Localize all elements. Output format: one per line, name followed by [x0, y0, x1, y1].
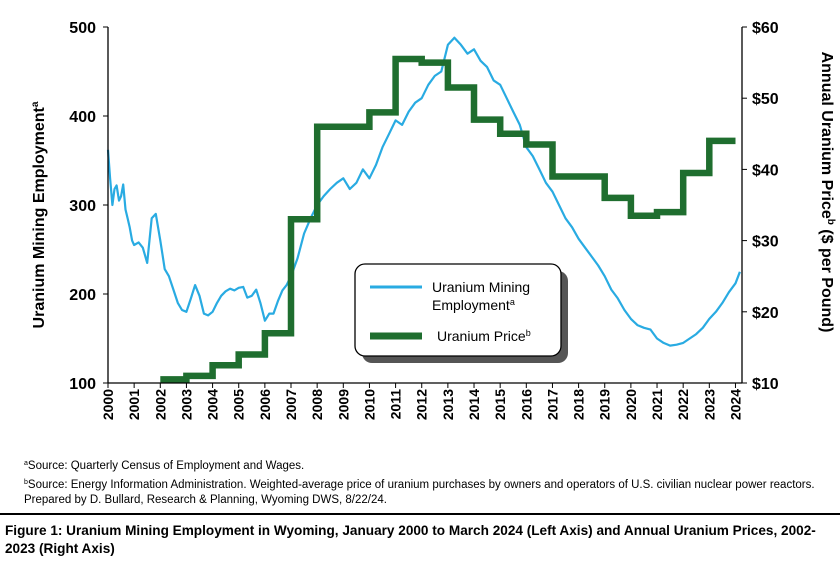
figure-caption: Figure 1: Uranium Mining Employment in W…	[5, 523, 816, 556]
caption-divider	[0, 513, 840, 515]
x-tick-label: 2002	[152, 389, 168, 420]
x-tick-label: 2022	[675, 389, 691, 420]
x-tick-label: 2021	[649, 389, 665, 420]
right-axis-title: Annual Uranium Priceb ($ per Pound)	[818, 52, 836, 333]
x-tick-label: 2013	[440, 389, 456, 420]
x-tick-label: 2009	[335, 389, 351, 420]
footnotes: aSource: Quarterly Census of Employment …	[24, 456, 824, 509]
x-tick-label: 2006	[257, 389, 273, 420]
x-tick-label: 2005	[231, 389, 247, 420]
x-tick-label: 2015	[492, 389, 508, 420]
price-line-layer	[160, 55, 736, 383]
employment-series-line	[106, 36, 741, 347]
x-tick-label: 2010	[361, 389, 377, 420]
legend-label-employment: Uranium Mining	[432, 279, 530, 295]
left-axis-title: Uranium Mining Employmenta	[30, 101, 48, 328]
x-tick-label: 2018	[571, 389, 587, 420]
x-tick-label: 2008	[309, 389, 325, 420]
x-tick-label: 2000	[100, 389, 116, 420]
x-tick-label: 2012	[414, 389, 430, 420]
left-tick-label: 500	[69, 20, 96, 37]
x-tick-label: 2020	[623, 389, 639, 420]
left-tick-label: 200	[69, 287, 96, 304]
x-tick-label: 2011	[388, 389, 404, 420]
chart-area: 2000 2001 2002 2003 2004 2005 2006 2007 2008 2009…	[30, 20, 836, 420]
left-y-tick-labels: 100 200 300 400 500	[69, 20, 96, 393]
left-tick-label: 300	[69, 198, 96, 215]
footnote-a: aSource: Quarterly Census of Employment …	[24, 460, 305, 472]
x-tick-label: 2007	[283, 389, 299, 420]
legend-label-employment-line2: Employmenta	[432, 297, 515, 313]
x-tick-label: 2017	[545, 389, 561, 420]
left-tick-label: 100	[69, 376, 96, 393]
right-tick-label: $60	[752, 20, 779, 37]
x-tick-label: 2004	[205, 389, 221, 420]
right-tick-label: $10	[752, 376, 779, 393]
right-y-tick-labels: $10 $20 $30 $40 $50 $60	[752, 20, 779, 393]
left-tick-label: 400	[69, 109, 96, 126]
price-series-line	[160, 55, 736, 383]
right-tick-label: $40	[752, 162, 779, 179]
x-tick-label: 2024	[728, 389, 744, 420]
footnote-prepared: Prepared by D. Bullard, Research & Plann…	[24, 494, 387, 506]
right-tick-label: $20	[752, 305, 779, 322]
x-tick-label: 2001	[126, 389, 142, 420]
right-tick-label: $30	[752, 234, 779, 251]
legend-label-price: Uranium Priceb	[437, 328, 531, 344]
right-tick-label: $50	[752, 91, 779, 108]
x-tick-label: 2019	[597, 389, 613, 420]
x-tick-label: 2003	[178, 389, 194, 420]
footnote-b: bSource: Energy Information Administrati…	[24, 478, 815, 491]
axes-layer	[103, 26, 747, 388]
employment-line-layer	[106, 36, 741, 347]
x-tick-labels: 2000 2001 2002 2003 2004 2005 2006 2007 2008 2009…	[100, 389, 744, 420]
x-tick-label: 2014	[466, 389, 482, 420]
x-tick-label: 2016	[518, 389, 534, 420]
x-tick-label: 2023	[701, 389, 717, 420]
legend: Uranium Mining Employmenta Uranium Price…	[354, 263, 568, 363]
